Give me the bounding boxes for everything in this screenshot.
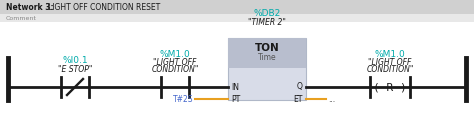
Text: LIGHT OFF CONDITION RESET: LIGHT OFF CONDITION RESET: [48, 2, 160, 12]
Text: "E STOP": "E STOP": [58, 65, 92, 74]
Text: Time: Time: [258, 54, 276, 62]
Text: "TIMER 2": "TIMER 2": [248, 18, 286, 27]
Text: Comment: Comment: [6, 15, 37, 21]
Text: %I0.1: %I0.1: [62, 56, 88, 65]
Text: %M1.0: %M1.0: [374, 50, 405, 59]
Text: Q: Q: [297, 82, 303, 92]
Bar: [228, 38, 306, 100]
Text: ET: ET: [293, 95, 303, 103]
Text: IN: IN: [231, 82, 239, 92]
Text: CONDITION": CONDITION": [151, 65, 199, 74]
Text: Network 3:: Network 3:: [6, 2, 54, 12]
Text: "LIGHT OFF: "LIGHT OFF: [368, 58, 412, 67]
Text: TON: TON: [255, 43, 279, 53]
Text: %DB2: %DB2: [254, 9, 281, 18]
Text: "LIGHT OFF: "LIGHT OFF: [153, 58, 197, 67]
Text: T#2S: T#2S: [173, 95, 193, 103]
Bar: [0, 0, 474, 14]
Text: %M1.0: %M1.0: [160, 50, 191, 59]
Text: PT: PT: [231, 95, 240, 103]
Text: CONDITION": CONDITION": [366, 65, 414, 74]
Text: ( R ): ( R ): [373, 82, 407, 92]
Text: ...: ...: [328, 95, 335, 103]
Bar: [228, 38, 306, 68]
Bar: [0, 14, 474, 22]
